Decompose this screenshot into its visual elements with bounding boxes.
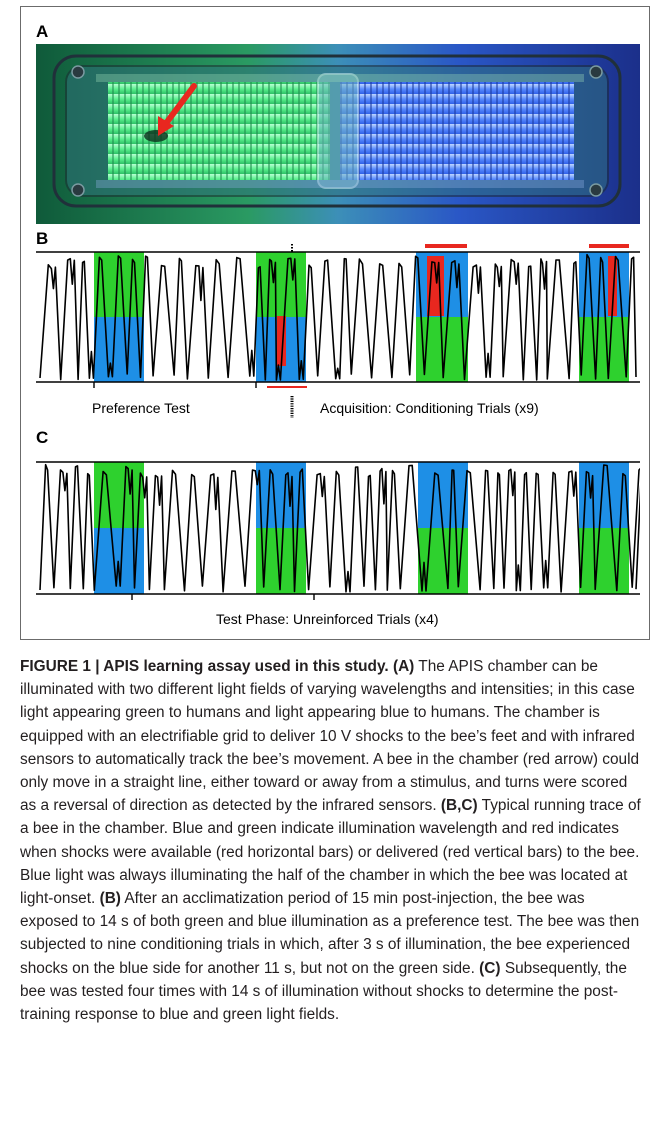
stimulus-block-top [256, 252, 306, 317]
panel-label-b: B [36, 229, 49, 248]
caption-panel-ref: (A) [392, 658, 415, 675]
acquisition-label: Acquisition: Conditioning Trials (x9) [320, 400, 539, 416]
shock-delivered-bar [277, 316, 286, 366]
caption-text: The APIS chamber can be illuminated with… [20, 658, 640, 815]
caption-text: Typical running trace of a bee in the ch… [20, 797, 641, 908]
stimulus-block-top [418, 462, 468, 528]
caption-text: Subsequently, the bee was tested four ti… [20, 959, 627, 1024]
panel-label-c: C [36, 428, 49, 447]
figure-frame [20, 6, 650, 640]
trace-panel-b [36, 244, 640, 388]
caption-heading: FIGURE 1 | APIS learning assay used in t… [20, 658, 389, 675]
shock-available-bar [267, 386, 307, 388]
running-trace [39, 253, 637, 381]
stimulus-block-bottom [94, 317, 144, 382]
caption-text: After an acclimatization period of 15 mi… [20, 890, 640, 977]
trace-panel-c [36, 461, 640, 600]
caption-panel-ref: (B) [99, 890, 121, 908]
figure-caption: FIGURE 1 | APIS learning assay used in t… [20, 655, 646, 1026]
shock-available-bar [589, 244, 629, 248]
chamber-photo [36, 44, 640, 224]
stimulus-block-bottom [579, 317, 629, 382]
preference-test-label: Preference Test [92, 400, 190, 416]
shock-delivered-bar [608, 256, 617, 316]
test-phase-label: Test Phase: Unreinforced Trials (x4) [216, 611, 439, 627]
running-trace [39, 463, 640, 593]
phase-divider [290, 396, 294, 418]
shock-available-bar [425, 244, 467, 248]
caption-panel-ref: (C) [479, 959, 501, 977]
panel-label-a: A [36, 22, 49, 41]
caption-body: (A) The APIS chamber can be illuminated … [20, 658, 641, 1023]
caption-panel-ref: (B,C) [440, 797, 478, 815]
stimulus-block-bottom [579, 528, 629, 594]
